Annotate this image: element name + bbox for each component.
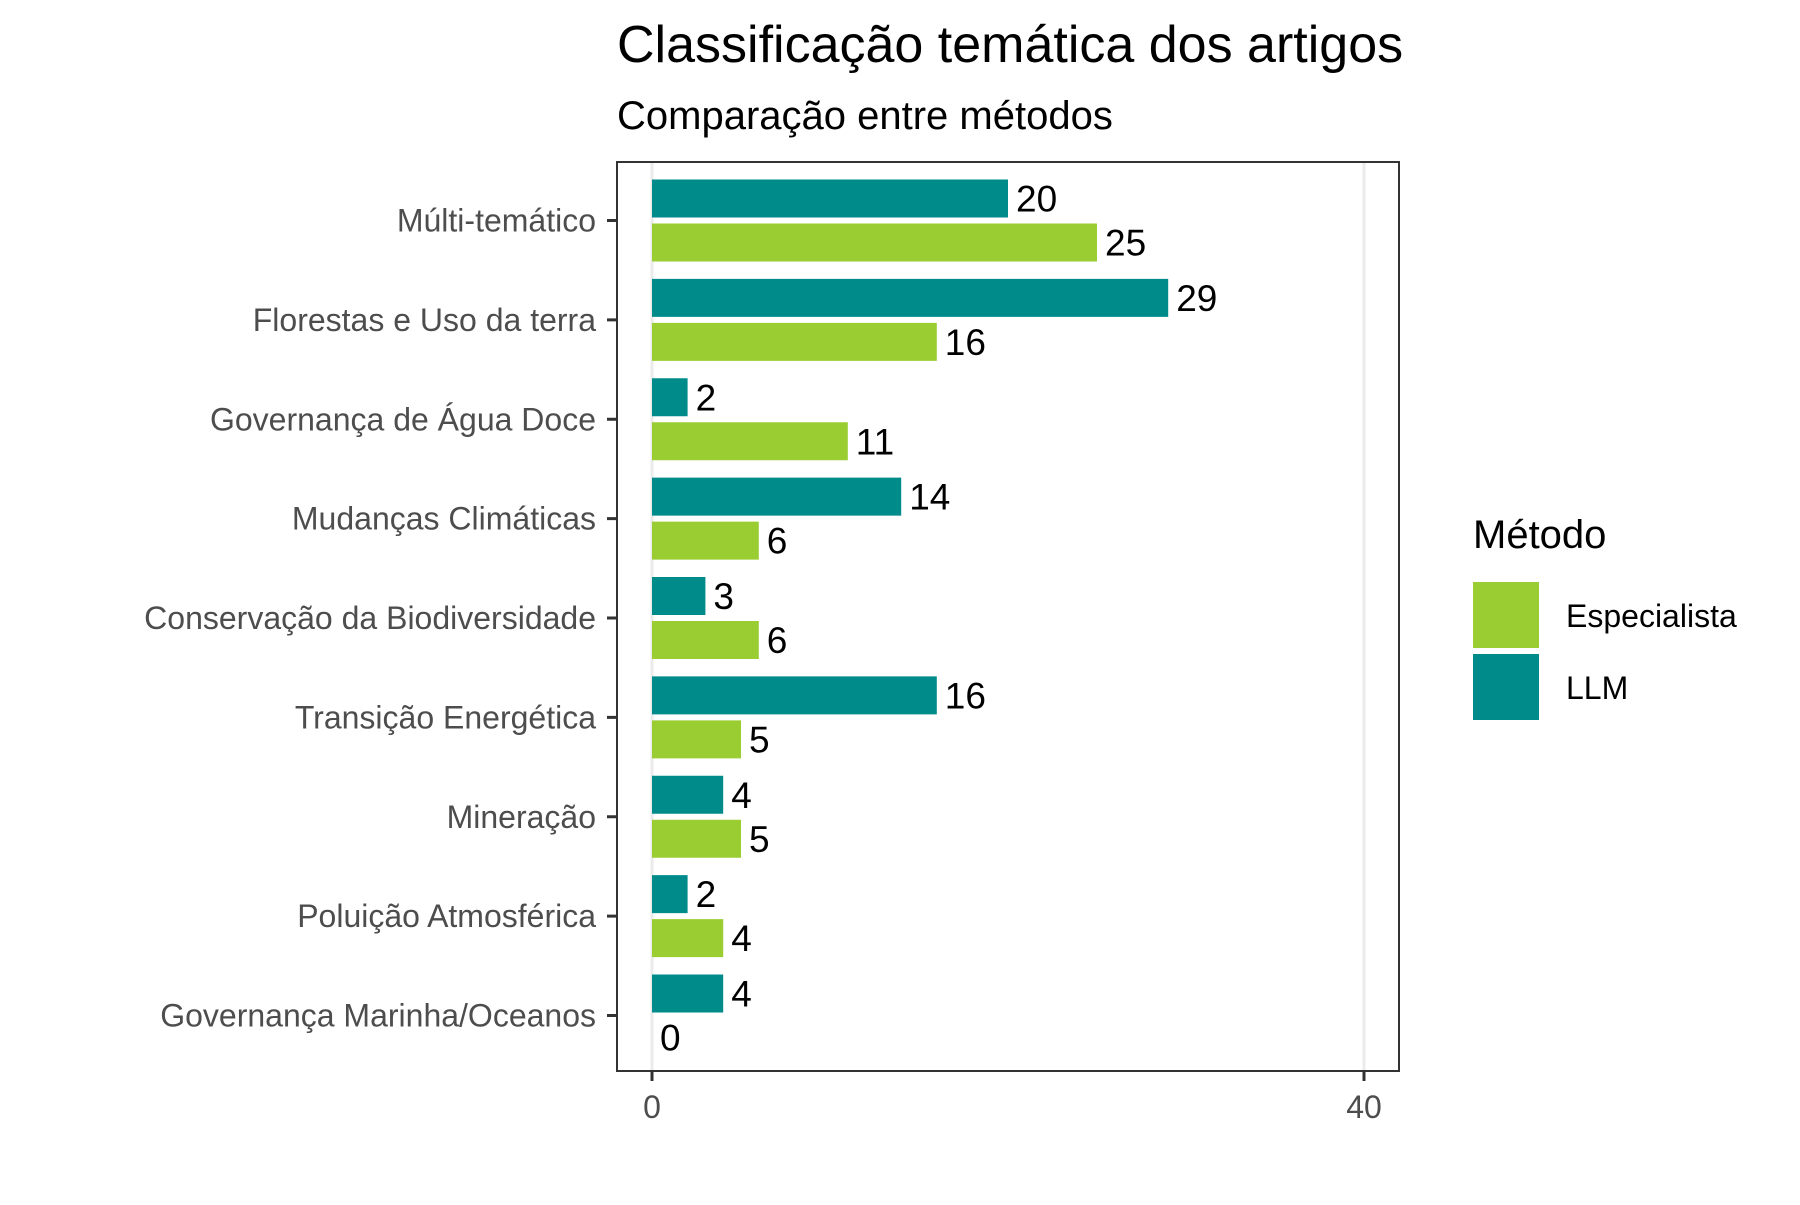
data-label-especialista: 6 [767,620,788,661]
chart-title: Classificação temática dos artigos [617,16,1403,74]
data-label-especialista: 0 [660,1018,681,1059]
category-label: Florestas e Uso da terra [253,302,596,338]
bar-llm [652,577,706,615]
data-label-especialista: 25 [1105,223,1146,264]
data-label-llm: 16 [945,675,986,716]
bar-llm [652,477,902,516]
data-label-especialista: 5 [749,719,770,760]
legend-label: Especialista [1566,598,1737,634]
data-label-llm: 20 [1016,179,1057,220]
bar-llm [652,179,1008,218]
category-label: Conservação da Biodiversidade [144,600,596,636]
bar-llm [652,278,1169,317]
data-label-llm: 3 [713,576,734,617]
data-label-llm: 14 [909,477,950,518]
bar-especialista [652,422,848,461]
data-label-llm: 2 [696,377,717,418]
legend: Método Especialista LLM [1473,513,1737,720]
data-label-especialista: 11 [856,421,894,462]
bar-llm [652,775,724,814]
bar-especialista [652,322,937,361]
data-label-llm: 2 [696,874,717,915]
bar-llm [652,378,688,417]
x-tick-label: 0 [643,1089,661,1125]
data-label-llm: 4 [731,974,752,1015]
bar-llm [652,974,724,1013]
bar-llm [652,676,937,715]
category-label: Transição Energética [295,699,596,735]
data-label-llm: 29 [1176,278,1217,319]
bar-especialista [652,720,741,759]
x-tick-label: 40 [1346,1089,1382,1125]
bar-especialista [652,521,759,560]
data-label-especialista: 16 [945,322,986,363]
data-label-llm: 4 [731,775,752,816]
chart-subtitle: Comparação entre métodos [617,94,1113,138]
legend-title: Método [1473,513,1606,557]
category-label: Múlti-temático [397,203,596,239]
bar-especialista [652,621,759,659]
bar-llm [652,875,688,914]
bar-especialista [652,819,741,858]
legend-label: LLM [1566,670,1628,706]
category-label: Poluição Atmosférica [297,898,596,934]
legend-key-llm [1473,654,1539,720]
category-label: Governança de Água Doce [210,401,596,437]
category-label: Governança Marinha/Oceanos [160,998,596,1034]
category-label: Mineração [447,799,596,835]
data-label-especialista: 4 [731,918,752,959]
legend-key-especialista [1473,582,1539,648]
data-label-especialista: 6 [767,521,788,562]
bar-especialista [652,919,724,958]
data-label-especialista: 5 [749,819,770,860]
panel-border [616,161,1400,1072]
category-label: Mudanças Climáticas [292,501,596,537]
bar-especialista [652,223,1097,262]
